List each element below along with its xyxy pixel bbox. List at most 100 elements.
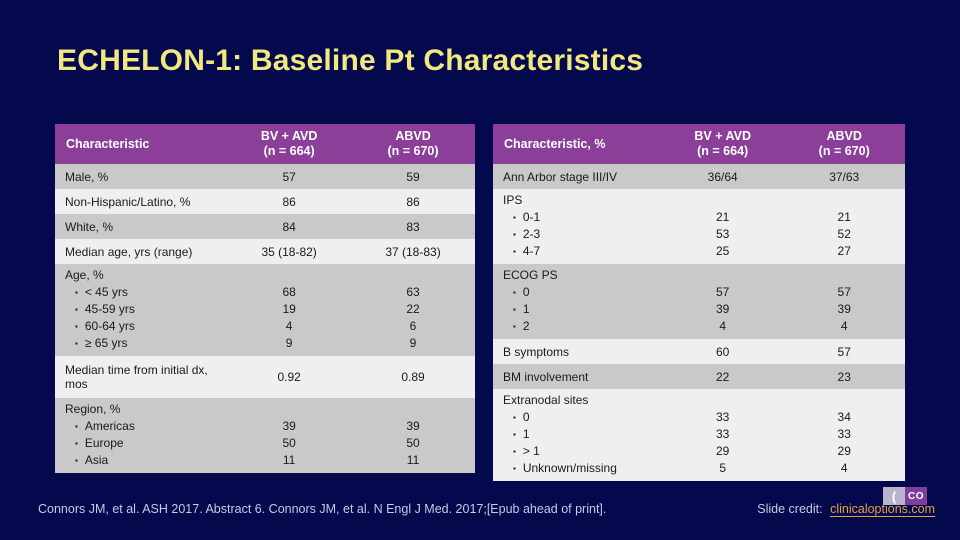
cell-value: 22 [406,302,420,316]
cell-value: 4 [840,461,848,475]
clinicaloptions-link[interactable]: clinicaloptions.com [830,502,935,517]
table-row: IPS ▪ 0-1 ▪ 2-3 ▪ 4-7 21 53 25 21 52 27 [493,189,905,264]
table-row: B symptoms 60 57 [493,339,905,364]
group-label: Extranodal sites [503,393,589,407]
cell-value: 0.92 [277,370,301,384]
table-row: Region, % ▪ Americas ▪ Europe ▪ Asia 39 50 11 39… [55,398,475,473]
spacer [662,392,784,409]
group-item-label: ▪ Europe [55,435,227,452]
item-text: 45-59 yrs [84,302,135,316]
group-item-label: ▪ 0 [493,409,662,426]
cell-value: 36/64 [707,169,738,184]
header-arm-name: ABVD [395,129,431,143]
row-label-group: IPS ▪ 0-1 ▪ 2-3 ▪ 4-7 [493,192,662,260]
header-characteristic-label: Characteristic [66,137,150,151]
value-column: 39 50 11 [351,401,475,469]
cell-value: 57 [837,344,851,359]
bullet-icon: ▪ [75,288,78,297]
item-text: 1 [522,427,530,441]
cell-value: 27 [837,244,851,258]
item-text: Europe [84,436,124,450]
header-abvd-label: ABVD (n = 670) [351,129,475,159]
row-label: Ann Arbor stage III/IV [503,169,618,184]
cell-value: 59 [406,169,420,184]
group-item-label: ▪ > 1 [493,443,662,460]
cell-value: 86 [406,194,420,209]
cell-value: 37 (18-83) [385,244,441,259]
cell-value: 4 [285,319,293,333]
row-label: B symptoms [503,344,570,359]
bullet-icon: ▪ [513,413,516,422]
group-item-label: ▪ < 45 yrs [55,284,227,301]
cell-value: 22 [715,369,730,384]
group-item-label: ▪ 1 [493,301,662,318]
group-label: ECOG PS [503,268,558,282]
cell-value: 25 [715,244,730,258]
item-text: < 45 yrs [84,285,128,299]
item-text: 2 [522,319,530,333]
cell-value: 50 [406,436,420,450]
cell-value: 11 [282,453,296,467]
row-label: Male, % [65,169,109,184]
header-abvd-label: ABVD (n = 670) [783,129,905,159]
header-arm-name: BV + AVD [694,129,751,143]
cell-value: 57 [715,285,730,299]
header-arm-n: (n = 670) [387,144,439,158]
cell-value: 4 [719,319,727,333]
table-row: Median age, yrs (range) 35 (18-82) 37 (18-… [55,239,475,264]
cco-logo-mark-icon: ( [883,487,905,505]
row-label: White, % [65,219,114,234]
item-text: 0 [522,285,530,299]
row-label: Median age, yrs (range) [65,244,193,259]
value-column: 63 22 6 9 [351,267,475,352]
item-text: 60-64 yrs [84,319,135,333]
group-item-label: ▪ 0-1 [493,209,662,226]
cell-value: 21 [715,210,730,224]
group-item-label: ▪ 0 [493,284,662,301]
item-text: > 1 [522,444,540,458]
value-column: 57 39 4 [783,267,905,335]
cell-value: 33 [715,410,730,424]
item-text: 1 [522,302,530,316]
cell-value: 23 [837,369,851,384]
bullet-icon: ▪ [513,322,516,331]
item-text: ≥ 65 yrs [84,336,128,350]
spacer [783,192,905,209]
value-column: 68 19 4 9 [227,267,351,352]
item-text: 0-1 [522,210,541,224]
value-column: 34 33 29 4 [783,392,905,477]
item-text: 0 [522,410,530,424]
bullet-icon: ▪ [513,213,516,222]
spacer [227,267,351,284]
cell-value: 84 [282,219,296,234]
table-row: Ann Arbor stage III/IV 36/64 37/63 [493,164,905,189]
value-column: 39 50 11 [227,401,351,469]
cell-value: 39 [406,419,420,433]
bullet-icon: ▪ [513,447,516,456]
cell-value: 68 [282,285,296,299]
table-row: Male, % 57 59 [55,164,475,189]
cell-value: 39 [837,302,851,316]
header-bv-avd-label: BV + AVD (n = 664) [662,129,784,159]
cell-value: 19 [282,302,296,316]
bullet-icon: ▪ [513,464,516,473]
cell-value: 63 [406,285,420,299]
bullet-icon: ▪ [513,305,516,314]
group-label: Age, % [65,268,104,282]
row-label-group: Extranodal sites ▪ 0 ▪ 1 ▪ > 1 ▪ Unknown/missing [493,392,662,477]
table-row: White, % 84 83 [55,214,475,239]
item-text: 2-3 [522,227,541,241]
spacer [783,392,905,409]
row-label-group: Region, % ▪ Americas ▪ Europe ▪ Asia [55,401,227,469]
disease-characteristics-table: Characteristic, % BV + AVD (n = 664) ABVD (n… [493,124,905,481]
group-item-label: ▪ 2-3 [493,226,662,243]
cell-value: 37/63 [829,169,860,184]
bullet-icon: ▪ [513,288,516,297]
spacer [351,401,475,418]
cell-value: 60 [715,344,730,359]
bullet-icon: ▪ [75,305,78,314]
cell-value: 35 (18-82) [261,244,317,259]
table-header: Characteristic, % BV + AVD (n = 664) ABVD (n… [493,124,905,164]
group-item-label: ▪ Unknown/missing [493,460,662,477]
table-row: Extranodal sites ▪ 0 ▪ 1 ▪ > 1 ▪ Unknown/missing… [493,389,905,481]
